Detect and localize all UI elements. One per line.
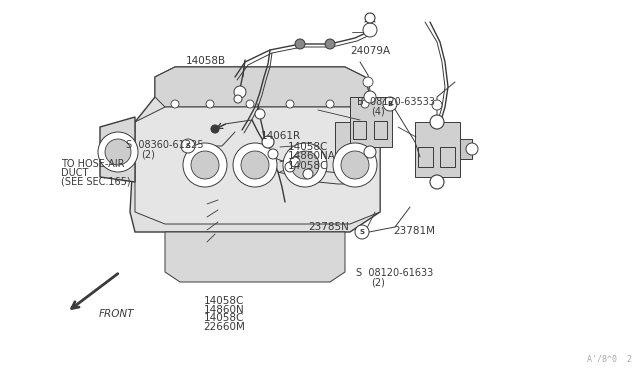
Circle shape [295, 39, 305, 49]
Circle shape [361, 100, 369, 108]
Bar [352, 152, 362, 167]
Circle shape [365, 13, 375, 23]
Circle shape [255, 109, 265, 119]
Circle shape [105, 139, 131, 165]
Circle shape [98, 132, 138, 172]
Circle shape [246, 100, 254, 108]
Circle shape [364, 91, 376, 103]
Bar [374, 121, 387, 139]
Text: B  08120-63533: B 08120-63533 [357, 97, 435, 107]
Text: 22660M: 22660M [204, 323, 245, 332]
Circle shape [363, 77, 373, 87]
Polygon shape [130, 67, 380, 232]
Polygon shape [155, 67, 370, 107]
Circle shape [364, 146, 376, 158]
Circle shape [171, 100, 179, 108]
Circle shape [430, 115, 444, 129]
Circle shape [290, 157, 300, 167]
Text: B: B [387, 101, 392, 107]
Text: 23781M: 23781M [394, 227, 436, 236]
Text: TO HOSE-AIR: TO HOSE-AIR [61, 160, 124, 169]
Circle shape [383, 97, 397, 111]
Bar [440, 147, 455, 167]
Circle shape [326, 100, 334, 108]
Text: FRONT: FRONT [99, 310, 134, 319]
Bar [350, 97, 392, 147]
Circle shape [303, 169, 313, 179]
Text: 24079A: 24079A [351, 46, 391, 56]
Circle shape [355, 225, 369, 239]
Circle shape [268, 149, 278, 159]
Text: S: S [186, 143, 191, 149]
Text: (2): (2) [371, 278, 385, 288]
Bar [338, 152, 350, 167]
Circle shape [181, 139, 195, 153]
Circle shape [191, 151, 219, 179]
Polygon shape [165, 232, 345, 282]
Bar [460, 139, 472, 159]
Circle shape [234, 95, 242, 103]
Bar [418, 147, 433, 167]
Circle shape [183, 143, 227, 187]
Text: 14860N: 14860N [204, 305, 244, 314]
Text: 14058C: 14058C [288, 142, 328, 151]
Polygon shape [100, 117, 135, 182]
Circle shape [432, 100, 442, 110]
Bar [415, 122, 460, 177]
Circle shape [234, 86, 246, 98]
Circle shape [283, 143, 327, 187]
Text: 14061R: 14061R [261, 131, 301, 141]
Bar [335, 122, 365, 172]
Text: 14058C: 14058C [204, 296, 244, 305]
Circle shape [206, 100, 214, 108]
Circle shape [291, 151, 319, 179]
Circle shape [262, 136, 274, 148]
Circle shape [241, 151, 269, 179]
Circle shape [211, 125, 219, 133]
Text: (4): (4) [371, 107, 385, 116]
Circle shape [325, 39, 335, 49]
Circle shape [466, 143, 478, 155]
Bar [353, 121, 366, 139]
Text: S  08120-61633: S 08120-61633 [356, 269, 434, 278]
Circle shape [233, 143, 277, 187]
Polygon shape [135, 107, 380, 224]
Circle shape [333, 143, 377, 187]
Text: 14860NA: 14860NA [288, 151, 336, 161]
Circle shape [285, 162, 295, 172]
Text: (SEE SEC.165): (SEE SEC.165) [61, 177, 131, 186]
Circle shape [363, 23, 377, 37]
Text: S  08360-61225: S 08360-61225 [126, 140, 204, 150]
Text: 14058C: 14058C [288, 161, 328, 170]
Text: DUCT: DUCT [61, 168, 88, 178]
Text: (2): (2) [141, 150, 155, 159]
Text: 14058B: 14058B [186, 57, 226, 66]
Text: A'/8^0  2: A'/8^0 2 [587, 355, 632, 364]
Circle shape [341, 151, 369, 179]
Text: S: S [360, 229, 365, 235]
Text: 14058C: 14058C [204, 314, 244, 323]
Circle shape [286, 100, 294, 108]
Text: 23785N: 23785N [308, 222, 349, 232]
Circle shape [430, 175, 444, 189]
